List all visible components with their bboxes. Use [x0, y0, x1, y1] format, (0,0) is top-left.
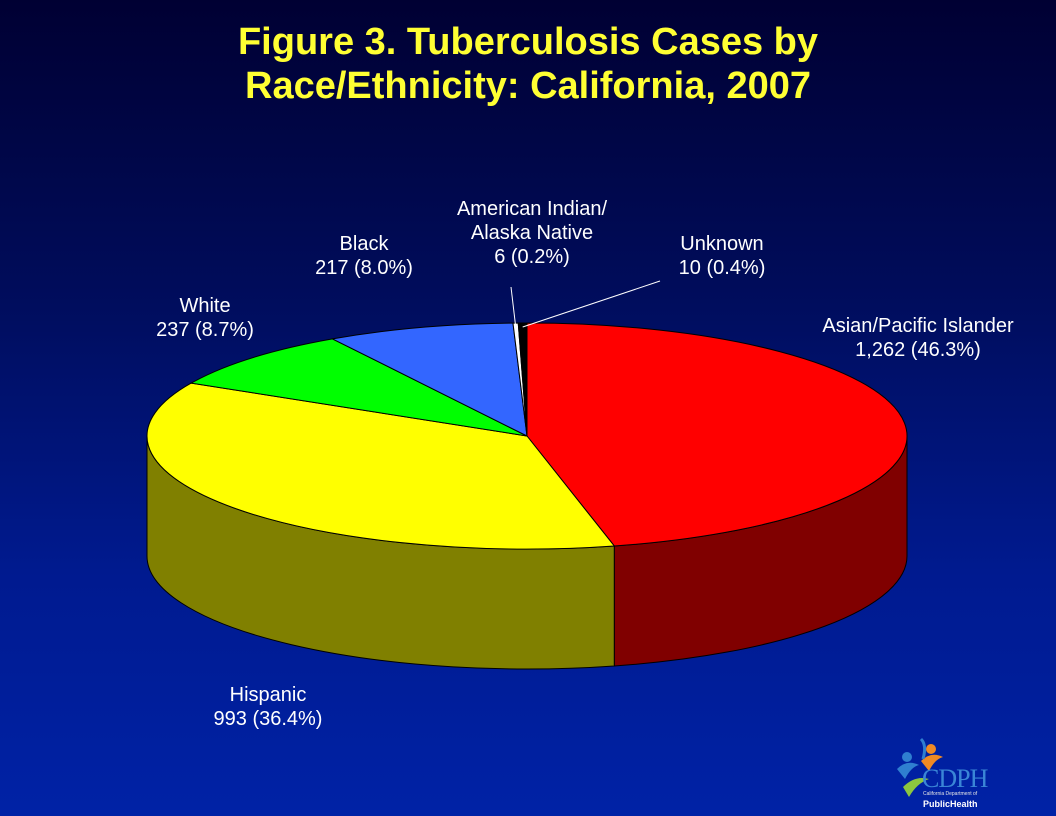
- chart-title-line-2: Race/Ethnicity: California, 2007: [245, 65, 811, 107]
- chart-title-line-1: Figure 3. Tuberculosis Cases by: [237, 21, 819, 63]
- logo-wordmark: CDPH: [922, 764, 988, 793]
- logo-tagline: PublicHealth: [923, 799, 978, 809]
- pie-slice-unknown: [517, 322, 528, 437]
- slice-label-asian-pacific-islander: Asian/Pacific Islander 1,262 (46.3%): [822, 315, 1014, 361]
- logo-subtitle: California Department of: [923, 791, 978, 797]
- pie-slice-black: [330, 322, 528, 437]
- slice-label-black: Black 217 (8.0%): [315, 233, 413, 279]
- leader-line-unknown: [522, 280, 661, 328]
- slice-label-unknown: Unknown 10 (0.4%): [678, 233, 766, 279]
- pie-slice-white: [189, 338, 528, 437]
- slice-label-hispanic: Hispanic 993 (36.4%): [213, 684, 323, 730]
- slice-label-white: White 237 (8.7%): [156, 295, 254, 341]
- leader-line-american-indian-alaska-native: [510, 286, 517, 328]
- pie-slice-hispanic: [146, 382, 616, 550]
- cdph-logo: [897, 737, 943, 797]
- slice-label-american-indian-alaska-native: American Indian/ Alaska Native 6 (0.2%): [456, 198, 608, 268]
- pie-slice-asian-pacific-islander: [526, 322, 908, 547]
